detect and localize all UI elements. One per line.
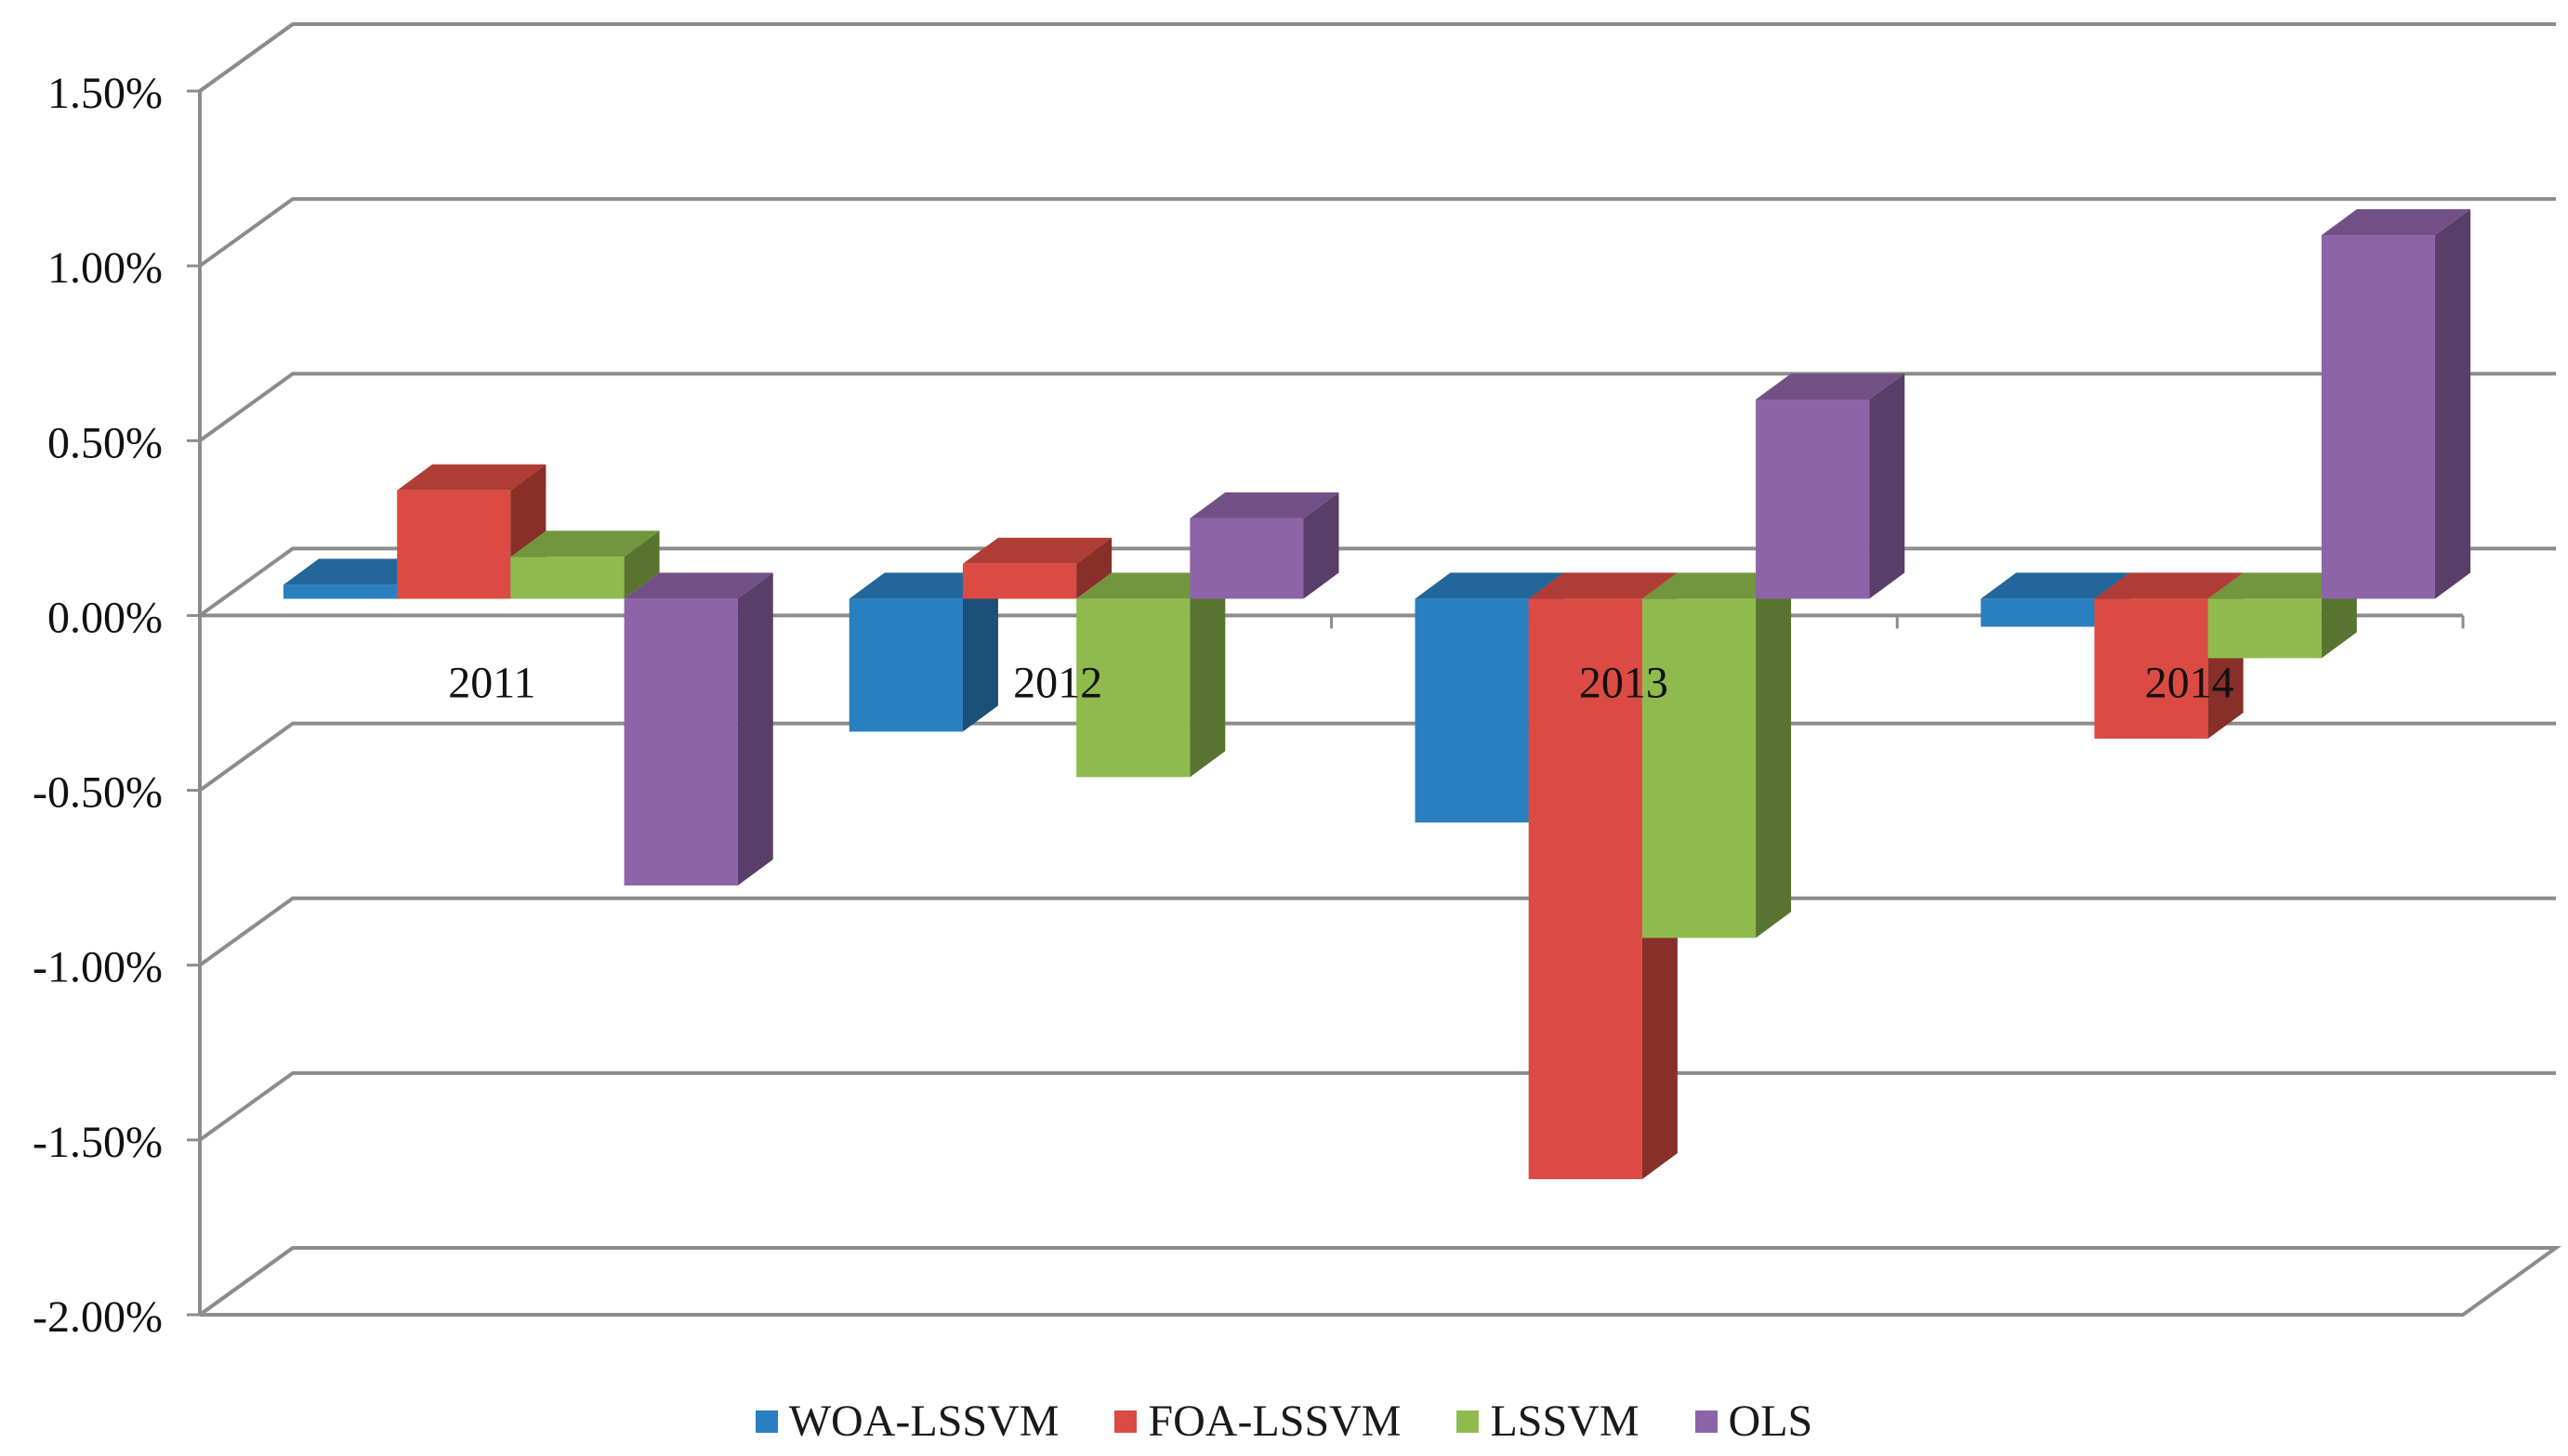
- x-tick-label-2011: 2011: [448, 658, 535, 707]
- bar-top: [1415, 572, 1564, 599]
- legend: WOA-LSSVM FOA-LSSVM LSSVM OLS: [0, 1396, 2568, 1447]
- bar-top: [849, 572, 998, 599]
- legend-label: OLS: [1728, 1397, 1813, 1446]
- bar-ols-2011: [624, 572, 773, 885]
- bar-top: [624, 572, 773, 599]
- bar-top: [1190, 492, 1339, 518]
- bar-top: [1756, 373, 1905, 400]
- y-axis: 1.50% 1.00% 0.50% 0.00% -0.50% -1.00% -1.50% -2…: [33, 69, 200, 1342]
- bar-side: [1756, 572, 1792, 938]
- bar-front: [2321, 235, 2435, 599]
- bar-side: [1076, 537, 1113, 599]
- y-tick-label: 0.50%: [47, 418, 163, 467]
- bar-top: [2094, 572, 2244, 599]
- legend-swatch: [1694, 1410, 1718, 1433]
- bar-side: [1869, 373, 1905, 599]
- y-tick-label: 1.00%: [47, 243, 163, 293]
- bar-top: [397, 464, 547, 491]
- bar-side: [1303, 492, 1339, 599]
- bar-front: [1190, 518, 1304, 599]
- bar-front: [1528, 598, 1642, 1180]
- bar-front: [2094, 598, 2208, 739]
- bar-front: [962, 563, 1077, 599]
- bar-front: [397, 490, 511, 599]
- y-tick-label: 1.50%: [47, 69, 163, 118]
- bar-front: [1415, 598, 1529, 823]
- bars: [283, 209, 2470, 1180]
- legend-item: LSSVM: [1456, 1396, 1640, 1447]
- gridline: [198, 372, 2556, 442]
- legend-label: WOA-LSSVM: [788, 1397, 1060, 1446]
- bar-front: [1981, 598, 2095, 627]
- legend-item: OLS: [1694, 1396, 1813, 1447]
- legend-item: WOA-LSSVM: [755, 1396, 1060, 1447]
- x-axis: 2011 2012 2013 2014: [448, 658, 2233, 707]
- bar-top: [510, 531, 660, 557]
- y-tick-label: -1.50%: [33, 1118, 163, 1167]
- gridline: [198, 197, 2556, 268]
- bar-top: [2207, 572, 2357, 599]
- bar-front: [2207, 598, 2322, 659]
- bar-lssvm-2012: [1076, 572, 1226, 778]
- bar-side: [2435, 209, 2470, 599]
- bar-top: [1528, 572, 1678, 599]
- y-tick-label: 0.00%: [47, 593, 163, 642]
- gridline: [198, 1070, 2556, 1142]
- legend-label: LSSVM: [1490, 1397, 1640, 1446]
- bar-lssvm-2013: [1641, 572, 1792, 938]
- gridline: [198, 22, 2556, 93]
- legend-swatch: [1456, 1410, 1480, 1433]
- gridlines: [198, 22, 2556, 1317]
- bar-top: [1076, 572, 1226, 599]
- bar-lssvm-2011: [510, 531, 660, 599]
- gridline: [198, 1246, 2556, 1317]
- bar-top: [962, 537, 1113, 564]
- bar-side: [962, 572, 998, 732]
- x-tick-label-2014: 2014: [2145, 658, 2234, 707]
- legend-item: FOA-LSSVM: [1114, 1396, 1401, 1447]
- bar-front: [283, 584, 398, 599]
- legend-swatch: [1114, 1410, 1138, 1433]
- gridline: [198, 896, 2556, 967]
- bar-top: [1981, 572, 2130, 599]
- bar-front: [624, 598, 738, 885]
- bar-side: [1190, 572, 1226, 778]
- x-tick-label-2012: 2012: [1013, 658, 1102, 707]
- bar-front: [510, 557, 625, 599]
- bar-front: [1076, 598, 1191, 778]
- bar-front: [1641, 598, 1757, 938]
- bar-front: [1756, 399, 1870, 599]
- gridline: [198, 721, 2556, 793]
- bar-side: [737, 572, 773, 885]
- bar-ols-2014: [2321, 209, 2470, 599]
- bar-woa-lssvm-2012: [849, 572, 998, 732]
- y-tick-label: -2.00%: [33, 1292, 163, 1342]
- y-tick-label: -0.50%: [33, 768, 163, 818]
- bar-foa-lssvm-2012: [962, 537, 1113, 599]
- x-tick-label-2013: 2013: [1579, 658, 1668, 707]
- legend-label: FOA-LSSVM: [1148, 1397, 1402, 1446]
- floor: [198, 1246, 2562, 1317]
- bar-ols-2012: [1190, 492, 1339, 599]
- bar-top: [1641, 572, 1792, 599]
- bar-side: [624, 531, 660, 599]
- bar-ols-2013: [1756, 373, 1905, 599]
- bar-top: [283, 558, 433, 585]
- y-tick-label: -1.00%: [33, 943, 163, 992]
- bar-front: [849, 598, 963, 732]
- legend-swatch: [755, 1410, 778, 1433]
- bar-top: [2321, 209, 2470, 236]
